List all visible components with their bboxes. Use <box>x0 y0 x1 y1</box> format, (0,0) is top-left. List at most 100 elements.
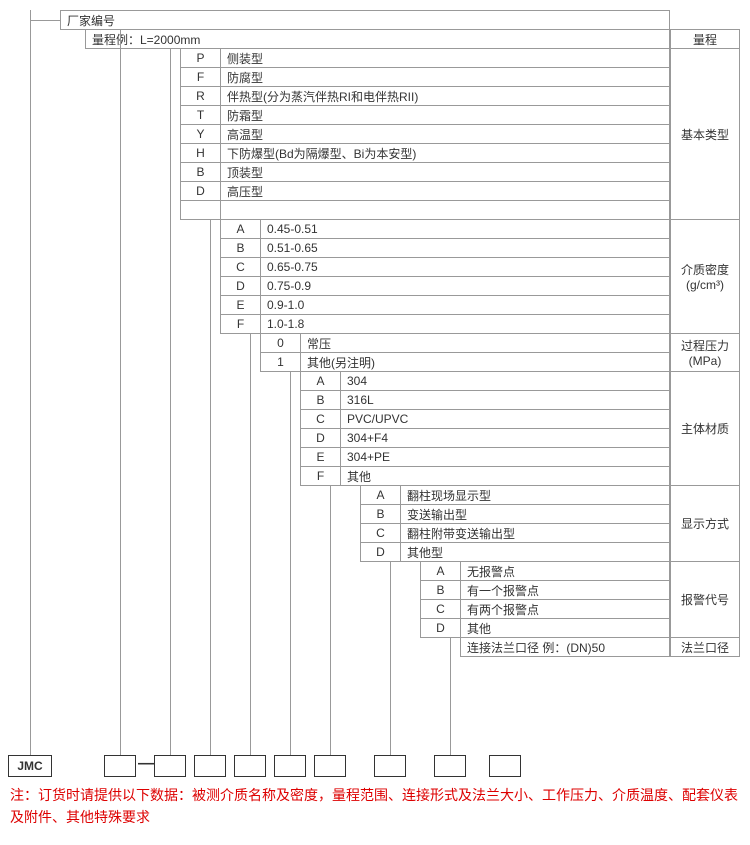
code: C <box>361 524 401 542</box>
basic-type-row: F防腐型 <box>180 67 670 87</box>
desc: 其他 <box>461 619 669 637</box>
basic-type-row: T防霜型 <box>180 105 670 125</box>
basic-type-row <box>180 200 670 220</box>
desc: 侧装型 <box>221 49 669 67</box>
material-row: A304 <box>300 371 670 391</box>
code: C <box>221 258 261 276</box>
desc: 高压型 <box>221 182 669 200</box>
label-basic-type: 基本类型 <box>670 48 740 220</box>
code-box-2 <box>154 755 186 777</box>
alarm-row: D其他 <box>420 618 670 638</box>
desc: 其他(另注明) <box>301 353 669 371</box>
code: C <box>301 410 341 428</box>
display-row: D其他型 <box>360 542 670 562</box>
desc: 0.51-0.65 <box>261 239 669 257</box>
code: E <box>301 448 341 466</box>
desc: 1.0-1.8 <box>261 315 669 333</box>
desc: 0.75-0.9 <box>261 277 669 295</box>
density-row: F1.0-1.8 <box>220 314 670 334</box>
desc: 防腐型 <box>221 68 669 86</box>
code <box>181 201 221 219</box>
code: F <box>301 467 341 485</box>
desc: 304+PE <box>341 448 669 466</box>
label-alarm: 报警代号 <box>670 561 740 638</box>
label-density: 介质密度 (g/cm³) <box>670 219 740 334</box>
desc: 翻柱现场显示型 <box>401 486 669 504</box>
desc: 316L <box>341 391 669 409</box>
desc: PVC/UPVC <box>341 410 669 428</box>
code: D <box>361 543 401 561</box>
material-row: E304+PE <box>300 447 670 467</box>
basic-type-row: P侧装型 <box>180 48 670 68</box>
label-flange: 法兰口径 <box>670 637 740 657</box>
code-box-5 <box>274 755 306 777</box>
code: 1 <box>261 353 301 371</box>
material-row: B316L <box>300 390 670 410</box>
desc: 0.45-0.51 <box>261 220 669 238</box>
code: B <box>421 581 461 599</box>
selection-diagram: 厂家编号量程例：L=2000mm量程P侧装型F防腐型R伴热型(分为蒸汽伴热RI和… <box>10 10 740 780</box>
desc: 常压 <box>301 334 669 352</box>
label-display: 显示方式 <box>670 485 740 562</box>
code: F <box>221 315 261 333</box>
code: H <box>181 144 221 162</box>
material-row: F其他 <box>300 466 670 486</box>
pressure-row: 0常压 <box>260 333 670 353</box>
code: B <box>361 505 401 523</box>
display-row: B变送输出型 <box>360 504 670 524</box>
material-row: D304+F4 <box>300 428 670 448</box>
header-manufacturer: 厂家编号 <box>60 10 670 30</box>
desc: 高温型 <box>221 125 669 143</box>
density-row: C0.65-0.75 <box>220 257 670 277</box>
desc: 防霜型 <box>221 106 669 124</box>
code-box-1 <box>104 755 136 777</box>
alarm-row: A无报警点 <box>420 561 670 581</box>
basic-type-row: Y高温型 <box>180 124 670 144</box>
basic-type-row: H下防爆型(Bd为隔爆型、Bi为本安型) <box>180 143 670 163</box>
code: C <box>421 600 461 618</box>
code: 0 <box>261 334 301 352</box>
desc: 0.65-0.75 <box>261 258 669 276</box>
desc: 变送输出型 <box>401 505 669 523</box>
density-row: B0.51-0.65 <box>220 238 670 258</box>
code: B <box>221 239 261 257</box>
code: E <box>221 296 261 314</box>
code: T <box>181 106 221 124</box>
flange-row: 连接法兰口径 例：(DN)50 <box>460 637 670 657</box>
code-box-8 <box>434 755 466 777</box>
desc: 0.9-1.0 <box>261 296 669 314</box>
code-box-7 <box>374 755 406 777</box>
code: Y <box>181 125 221 143</box>
code: A <box>421 562 461 580</box>
code-box-3 <box>194 755 226 777</box>
code: A <box>221 220 261 238</box>
desc: 下防爆型(Bd为隔爆型、Bi为本安型) <box>221 144 669 162</box>
display-row: C翻柱附带变送输出型 <box>360 523 670 543</box>
label-pressure: 过程压力 (MPa) <box>670 333 740 372</box>
basic-type-row: R伴热型(分为蒸汽伴热RI和电伴热RII) <box>180 86 670 106</box>
alarm-row: C有两个报警点 <box>420 599 670 619</box>
code-box-6 <box>314 755 346 777</box>
desc: 无报警点 <box>461 562 669 580</box>
code: D <box>421 619 461 637</box>
code-box-4 <box>234 755 266 777</box>
code: A <box>301 372 341 390</box>
density-row: E0.9-1.0 <box>220 295 670 315</box>
desc: 顶装型 <box>221 163 669 181</box>
desc: 304 <box>341 372 669 390</box>
code: P <box>181 49 221 67</box>
desc: 有一个报警点 <box>461 581 669 599</box>
code: D <box>181 182 221 200</box>
code-box-9 <box>489 755 521 777</box>
code-box-0: JMC <box>8 755 52 777</box>
desc <box>221 201 669 219</box>
label-range: 量程 <box>670 29 740 49</box>
alarm-row: B有一个报警点 <box>420 580 670 600</box>
code: B <box>301 391 341 409</box>
desc: 其他 <box>341 467 669 485</box>
desc: 其他型 <box>401 543 669 561</box>
header-range: 量程例：L=2000mm <box>85 29 670 49</box>
code: D <box>301 429 341 447</box>
basic-type-row: D高压型 <box>180 181 670 201</box>
desc: 翻柱附带变送输出型 <box>401 524 669 542</box>
